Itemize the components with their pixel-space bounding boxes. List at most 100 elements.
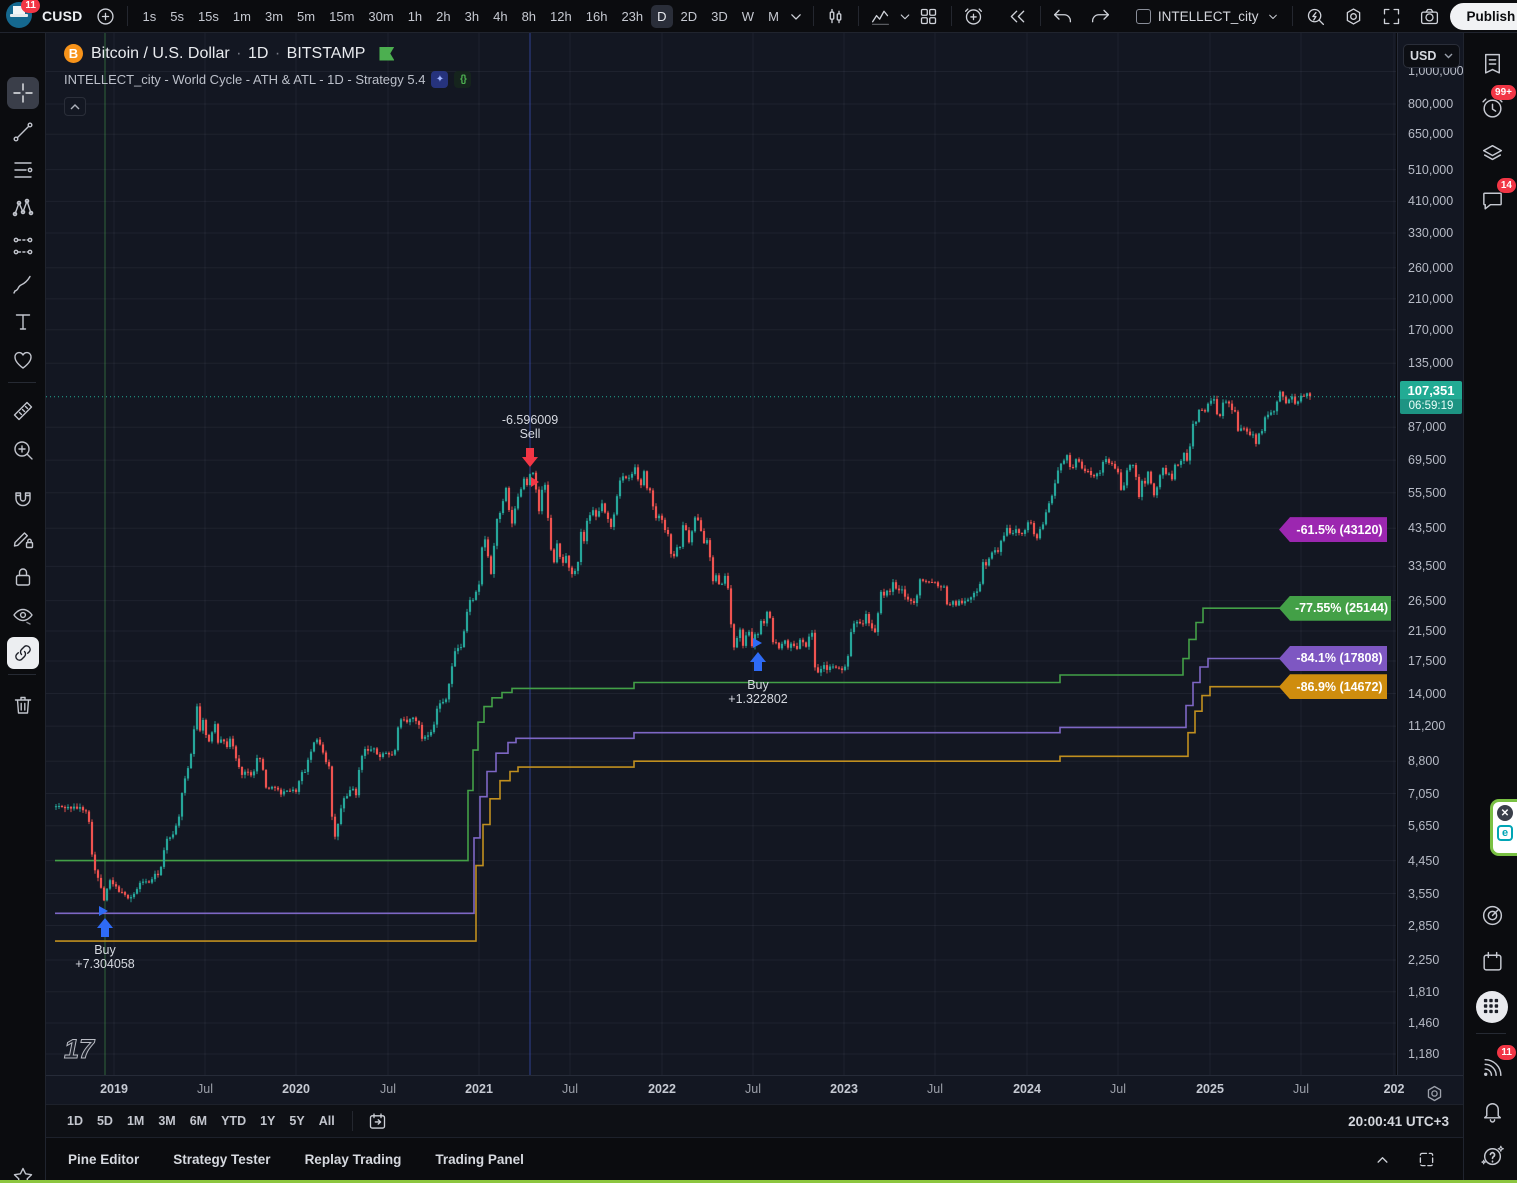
calendar-button[interactable]: [1475, 944, 1509, 978]
currency-toggle-button[interactable]: USD: [1403, 44, 1460, 68]
tradingview-watermark[interactable]: 17: [64, 1034, 97, 1065]
tab-strategy-tester[interactable]: Strategy Tester: [173, 1151, 271, 1167]
quick-search-button[interactable]: [1300, 2, 1330, 30]
timeframe-3D[interactable]: 3D: [705, 5, 734, 28]
ath-trail-green-line[interactable]: [55, 607, 1292, 862]
watchlist-button[interactable]: [1475, 46, 1509, 80]
timeframe-5m[interactable]: 5m: [291, 5, 321, 28]
edit-lock-tool[interactable]: [7, 523, 39, 555]
indicators-button[interactable]: [866, 2, 896, 30]
timeframe-3m[interactable]: 3m: [259, 5, 289, 28]
price-axis[interactable]: USD 107,351 06:59:19 1,000,000 800,000 650…: [1397, 33, 1464, 1075]
bar-replay-button[interactable]: [1003, 2, 1033, 30]
timeframe-W[interactable]: W: [736, 5, 760, 28]
timeframe-15s[interactable]: 15s: [192, 5, 225, 28]
compare-add-icon[interactable]: [90, 2, 120, 30]
timeframe-D[interactable]: D: [651, 4, 673, 28]
tab-trading-panel[interactable]: Trading Panel: [435, 1151, 524, 1167]
layout-select-button[interactable]: INTELLECT_city: [1132, 2, 1286, 30]
timeframe-8h[interactable]: 8h: [516, 5, 542, 28]
axis-settings-gear-icon[interactable]: [1419, 1079, 1449, 1107]
tab-pine-editor[interactable]: Pine Editor: [68, 1151, 140, 1167]
layout-grid-button[interactable]: [914, 2, 944, 30]
timeframe-dropdown-icon[interactable]: [786, 2, 806, 30]
indicators-dropdown-icon[interactable]: [896, 2, 914, 30]
xabcd-pattern-tool[interactable]: [7, 192, 39, 224]
legend-collapse-button[interactable]: [64, 97, 86, 116]
buy-marker[interactable]: Buy+1.322802: [728, 638, 788, 706]
strategy-source-icon[interactable]: {}: [454, 71, 472, 88]
symbol-title[interactable]: Bitcoin / U.S. Dollar · 1D · BITSTAMP: [91, 44, 366, 62]
timeframe-16h[interactable]: 16h: [580, 5, 614, 28]
brush-tool[interactable]: [7, 268, 39, 300]
range-5d[interactable]: 5D: [90, 1110, 120, 1132]
emoji-heart-tool[interactable]: [7, 344, 39, 376]
trash-tool[interactable]: [7, 689, 39, 721]
link-tool[interactable]: [7, 637, 39, 669]
fullscreen-button[interactable]: [1376, 2, 1406, 30]
trend-line-tool[interactable]: [7, 116, 39, 148]
create-alert-button[interactable]: [959, 2, 989, 30]
user-avatar[interactable]: 11: [6, 0, 40, 30]
timeframe-12h[interactable]: 12h: [544, 5, 578, 28]
layout-checkbox[interactable]: [1135, 8, 1151, 24]
server-clock[interactable]: 20:00:41 UTC+3: [1348, 1113, 1449, 1129]
range-6m[interactable]: 6M: [183, 1110, 214, 1132]
fib-retracement-tool[interactable]: [7, 154, 39, 186]
timeframe-1m[interactable]: 1m: [227, 5, 257, 28]
hide-drawings-tool[interactable]: [7, 599, 39, 631]
publish-button[interactable]: Publish: [1450, 2, 1517, 30]
strategy-title[interactable]: INTELLECT_city - World Cycle - ATH & ATL…: [64, 72, 426, 87]
redo-button[interactable]: [1086, 2, 1116, 30]
range-all[interactable]: All: [312, 1110, 342, 1132]
go-to-date-button[interactable]: [363, 1107, 393, 1135]
crosshair-tool[interactable]: [7, 77, 39, 109]
buy-marker[interactable]: Buy+7.304058: [75, 906, 135, 971]
broadcast-button[interactable]: 11: [1475, 1045, 1516, 1084]
candle-style-button[interactable]: [821, 2, 851, 30]
flag-icon[interactable]: [379, 46, 395, 61]
timeframe-23h[interactable]: 23h: [615, 5, 649, 28]
timeframe-5s[interactable]: 5s: [164, 5, 190, 28]
help-button[interactable]: [1475, 1138, 1509, 1172]
magnet-tool[interactable]: [7, 484, 39, 516]
object-tree-button[interactable]: [1475, 136, 1509, 170]
settings-button[interactable]: [1338, 2, 1368, 30]
tab-replay-trading[interactable]: Replay Trading: [304, 1151, 402, 1167]
apps-grid-button[interactable]: [1475, 990, 1509, 1024]
range-1m[interactable]: 1M: [120, 1110, 151, 1132]
strategy-magic-icon[interactable]: ✦: [431, 71, 449, 88]
ruler-tool[interactable]: [7, 395, 39, 427]
screenshot-button[interactable]: [1414, 2, 1444, 30]
symbol-search-button[interactable]: CUSD: [40, 8, 90, 24]
close-icon[interactable]: ✕: [1497, 805, 1513, 821]
panel-expand-icon[interactable]: [1367, 1145, 1397, 1173]
atl-trail-purple-line[interactable]: [55, 657, 1284, 915]
undo-button[interactable]: [1048, 2, 1078, 30]
bell-button[interactable]: [1475, 1093, 1509, 1127]
timeframe-30m[interactable]: 30m: [362, 5, 399, 28]
alerts-clock-button[interactable]: 99+: [1475, 85, 1516, 124]
range-ytd[interactable]: YTD: [214, 1110, 253, 1132]
text-tool[interactable]: [7, 306, 39, 338]
range-1y[interactable]: 1Y: [253, 1110, 282, 1132]
screener-radar-button[interactable]: [1475, 898, 1509, 932]
lock-all-tool[interactable]: [7, 561, 39, 593]
chat-button[interactable]: 14: [1475, 178, 1516, 217]
timeframe-2h[interactable]: 2h: [430, 5, 456, 28]
timeframe-15m[interactable]: 15m: [323, 5, 360, 28]
time-axis[interactable]: 2019 Jul 2020 Jul 2021 Jul 2022 Jul 2023 Jul 2024 J…: [46, 1075, 1463, 1104]
panel-maximize-icon[interactable]: [1411, 1145, 1441, 1173]
timeframe-1s[interactable]: 1s: [136, 5, 162, 28]
range-1d[interactable]: 1D: [60, 1110, 90, 1132]
timeframe-1h[interactable]: 1h: [402, 5, 428, 28]
forecast-tool[interactable]: [7, 230, 39, 262]
atl-trail-yellow-line[interactable]: [55, 685, 1284, 942]
range-5y[interactable]: 5Y: [282, 1110, 311, 1132]
timeframe-3h[interactable]: 3h: [459, 5, 485, 28]
timeframe-2D[interactable]: 2D: [675, 5, 704, 28]
timeframe-M[interactable]: M: [762, 5, 785, 28]
range-3m[interactable]: 3M: [151, 1110, 182, 1132]
